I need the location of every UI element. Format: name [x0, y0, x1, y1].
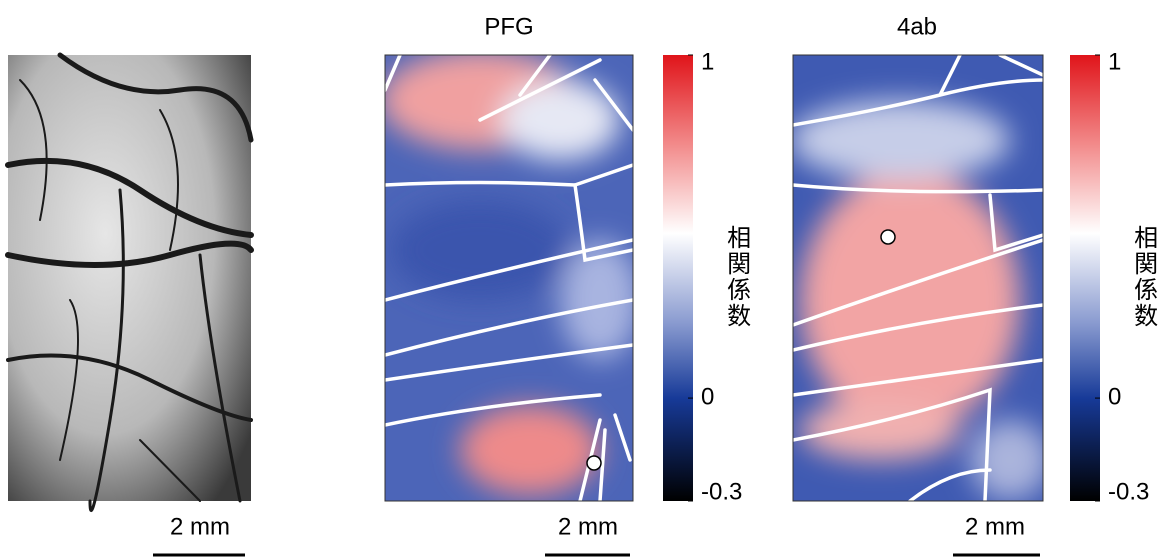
4ab-map — [790, 55, 1050, 501]
vascular-image — [8, 55, 251, 511]
scale-bar-label: 2 mm — [558, 513, 618, 540]
colorbar — [663, 55, 693, 501]
colorbar-tick-label: 1 — [701, 48, 714, 75]
colorbar-tick-label: 0 — [1108, 383, 1121, 410]
colorbar-tick-label: 1 — [1108, 48, 1121, 75]
scale-bar-label: 2 mm — [170, 513, 230, 540]
colorbar — [1070, 55, 1100, 501]
panel-title: 4ab — [897, 13, 937, 40]
colorbar-label: 相関係数 — [1130, 225, 1158, 329]
panel-title: PFG — [484, 13, 533, 40]
colorbar-label: 相関係数 — [723, 225, 751, 329]
scale-bar-label: 2 mm — [965, 513, 1025, 540]
pfg-map — [380, 50, 640, 501]
figure: PFG 4ab 2 mm 2 mm 2 mm 相関係数 相関係数 1 0 -0.3 1… — [0, 0, 1173, 558]
colorbar-tick-label: -0.3 — [1108, 478, 1149, 505]
colorbar-tick-label: -0.3 — [701, 478, 742, 505]
colorbar-tick-label: 0 — [701, 383, 714, 410]
